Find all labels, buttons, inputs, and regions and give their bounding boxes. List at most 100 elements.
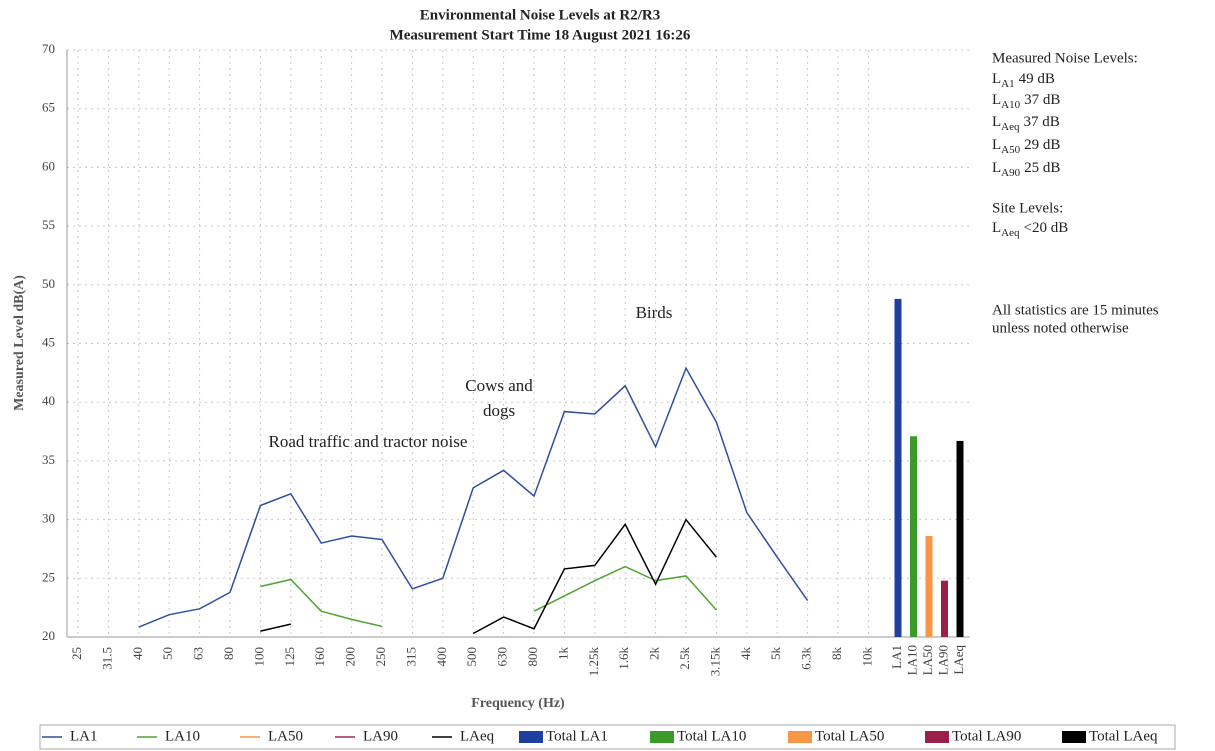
line-series [260,565,717,628]
x-tick-label: 1.25k [586,647,601,677]
y-tick-label: 70 [42,41,55,56]
legend-label: Total LA10 [677,728,746,744]
line-series [138,366,809,628]
x-tick-label: 630 [495,647,510,667]
x-tick-label: 800 [525,647,540,667]
legend-swatch [788,731,812,743]
symbol: L [992,71,1001,87]
subscript: A90 [1001,167,1020,179]
x-tick-label: 63 [191,647,206,660]
x-tick-label: 5k [768,647,783,661]
symbol: L [992,92,1001,108]
legend-box [39,724,1176,750]
subscript: A10 [1001,99,1020,111]
legend-swatch [650,731,674,743]
y-tick-label: 25 [42,569,55,584]
side-item: LA50 29 dB [992,137,1060,155]
y-tick-label: 55 [42,217,55,232]
x-tick-label: 50 [160,647,175,660]
x-tick-label: 2k [647,647,662,661]
chart-title: Environmental Noise Levels at R2/R3 [420,7,661,23]
annotation: dogs [483,401,515,420]
side-item: LA10 37 dB [992,92,1060,110]
x-tick-label: 160 [312,647,327,667]
value-text: 29 dB [1024,137,1060,153]
annotation: Road traffic and tractor noise [269,432,468,451]
y-tick-label: 30 [42,511,55,526]
legend-label: Total LA1 [546,728,608,744]
x-tick-label: 3.15k [707,647,722,677]
symbol: L [992,220,1001,236]
x-tick-label: 80 [221,647,236,660]
x-tick-label: 1.6k [616,647,631,670]
side-item: LA1 49 dB [992,71,1055,89]
x-tick-label: LA90 [935,645,950,675]
x-tick-label: 10k [859,647,874,667]
legend-swatch [519,731,543,743]
subscript: A1 [1001,78,1014,90]
x-tick-label: LA10 [904,645,919,675]
legend-label: LA1 [70,728,98,744]
side-heading: Measured Noise Levels: [992,50,1138,66]
y-tick-label: 45 [42,334,55,349]
legend-label: LA50 [268,728,303,744]
y-tick-label: 40 [42,393,55,408]
x-tick-label: 2.5k [677,647,692,670]
subscript: Aeq [1001,227,1020,239]
symbol: L [992,114,1001,130]
legend-label: LAeq [460,728,495,744]
value-text: <20 dB [1024,220,1069,236]
x-tick-label: 400 [434,647,449,667]
side-item: LA90 25 dB [992,160,1060,178]
x-tick-label: 200 [343,647,358,667]
x-tick-label: 4k [738,647,753,661]
annotation: Cows and [465,376,533,395]
y-tick-label: 20 [42,628,55,643]
annotation: Birds [636,303,673,322]
subscript: A50 [1001,144,1020,156]
x-tick-label: 100 [251,647,266,667]
symbol: L [992,160,1001,176]
site-heading: Site Levels: [992,200,1063,216]
line-series [260,518,717,635]
value-text: 37 dB [1024,114,1060,130]
subscript: Aeq [1001,121,1020,133]
bar [894,298,902,637]
legend-label: Total LA90 [952,728,1021,744]
y-tick-label: 60 [42,158,55,173]
y-tick-label: 50 [42,276,55,291]
value-text: 25 dB [1024,160,1060,176]
y-tick-label: 65 [42,100,55,115]
x-tick-label: 315 [403,647,418,667]
legend-swatch [1062,731,1086,743]
legend-label: LA90 [363,728,398,744]
x-tick-label: 500 [464,647,479,667]
x-tick-label: 125 [282,647,297,667]
x-tick-label: 25 [69,647,84,660]
side-item: LAeq <20 dB [992,220,1068,238]
x-tick-label: 6.3k [799,647,814,670]
legend-swatch [925,731,949,743]
y-axis-label: Measured Level dB(A) [12,275,27,411]
x-tick-label: LA1 [889,645,904,669]
symbol: L [992,137,1001,153]
x-tick-label: 250 [373,647,388,667]
bar [941,580,948,637]
chart-subtitle: Measurement Start Time 18 August 2021 16… [390,27,691,43]
value-text: 49 dB [1019,71,1055,87]
legend-label: LA10 [165,728,200,744]
bar [910,436,917,637]
note: unless noted otherwise [992,320,1129,336]
note: All statistics are 15 minutes [992,302,1159,318]
bar [956,440,964,637]
plot-area [138,366,809,635]
x-tick-label: 8k [829,647,844,661]
x-tick-label: 1k [555,647,570,661]
x-tick-label: LA50 [920,645,935,675]
legend-label: Total LAeq [1089,728,1158,744]
legend-label: Total LA50 [815,728,884,744]
x-tick-label: 40 [130,647,145,660]
x-tick-label: 31.5 [99,647,114,670]
x-tick-label: LAeq [951,645,966,675]
